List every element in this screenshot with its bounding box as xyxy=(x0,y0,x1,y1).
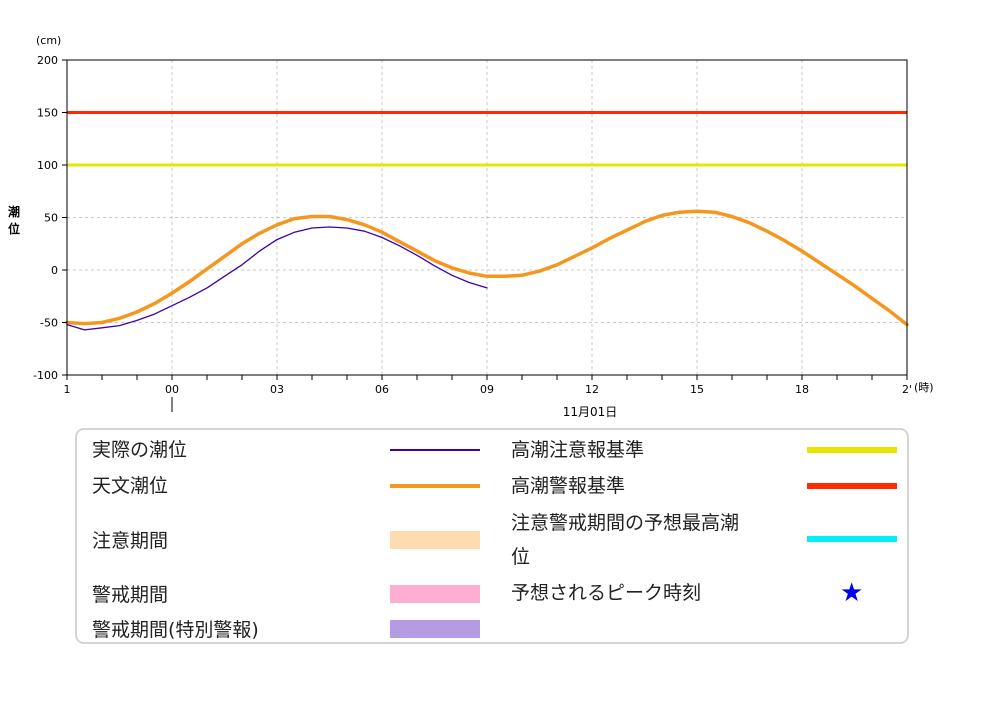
x-tick-label: 18 xyxy=(795,383,809,396)
y-axis-label-char1: 潮 xyxy=(8,204,20,219)
y-unit-label: (cm) xyxy=(36,34,61,47)
y-tick-label: -100 xyxy=(33,369,58,382)
star-icon: ★ xyxy=(840,578,864,608)
legend-actual-swatch xyxy=(390,449,480,451)
y-tick-label: 0 xyxy=(51,264,58,277)
date-label: 11月01日 xyxy=(563,405,618,419)
legend-actual-label: 実際の潮位 xyxy=(92,439,188,461)
legend-max-tide-label-line2: 位 xyxy=(511,546,531,568)
x-tick-label: 00 xyxy=(165,383,179,396)
tide-chart: (cm) (時) 潮 位 11月01日 -100-500501001502001… xyxy=(8,34,934,419)
legend-max-tide-label-line1: 注意警戒期間の予想最高潮 xyxy=(511,512,740,534)
x-tick-label: 1 xyxy=(64,383,71,396)
legend-max-tide-swatch xyxy=(807,536,897,542)
legend-advisory-period-swatch xyxy=(390,531,480,549)
legend-astronomical-swatch xyxy=(390,484,480,488)
y-tick-label: -50 xyxy=(40,317,58,330)
plot-frame xyxy=(66,59,908,376)
legend-warning-level-label: 高潮警報基準 xyxy=(511,475,626,497)
legend-warning-period-swatch xyxy=(390,585,480,603)
x-unit-label: (時) xyxy=(914,381,934,394)
legend-warning-period-label: 警戒期間 xyxy=(92,584,169,606)
legend-special-warning-swatch xyxy=(390,620,480,638)
legend-box: 実際の潮位 天文潮位 注意期間 警戒期間 警戒期間(特別警報) 高潮注意報基準 … xyxy=(75,428,909,644)
axes xyxy=(62,59,908,412)
y-tick-label: 50 xyxy=(44,212,58,225)
y-tick-label: 150 xyxy=(37,107,58,120)
threshold-lines xyxy=(67,111,907,167)
legend-peak-label: 予想されるピーク時刻 xyxy=(511,582,702,604)
series-line-astronomical xyxy=(65,209,909,327)
legend-advisory-level-label: 高潮注意報基準 xyxy=(511,439,645,461)
legend-astronomical-label: 天文潮位 xyxy=(92,475,169,497)
y-tick-label: 100 xyxy=(37,159,58,172)
grid xyxy=(67,60,907,375)
x-tick-label: 03 xyxy=(270,383,284,396)
y-tick-label: 200 xyxy=(37,54,58,67)
legend-advisory-period-label: 注意期間 xyxy=(92,530,169,552)
x-tick-label: 12 xyxy=(585,383,599,396)
legend-special-warning-label: 警戒期間(特別警報) xyxy=(92,619,259,641)
legend-advisory-level-swatch xyxy=(807,447,897,453)
x-tick-label: 06 xyxy=(375,383,389,396)
series-lines xyxy=(65,209,909,331)
legend-warning-level-swatch xyxy=(807,483,897,489)
x-tick-label: 09 xyxy=(480,383,494,396)
x-tick-label: 15 xyxy=(690,383,704,396)
y-axis-label-char2: 位 xyxy=(8,221,20,236)
x-tick-label: 2' xyxy=(902,383,912,396)
series-line-actual xyxy=(66,226,488,331)
